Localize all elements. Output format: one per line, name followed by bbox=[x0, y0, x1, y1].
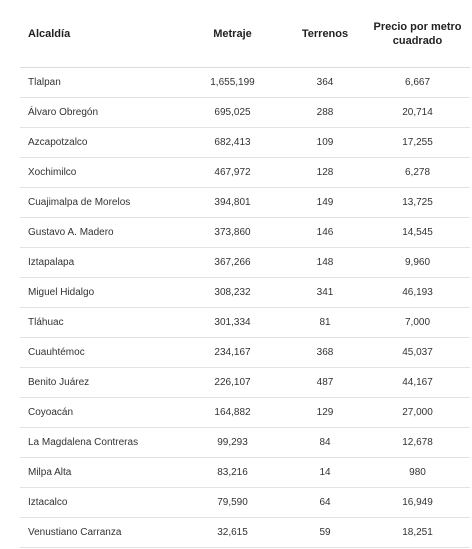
cell-metraje: 83,216 bbox=[180, 457, 285, 488]
cell-precio: 44,167 bbox=[365, 367, 470, 398]
cell-alcaldia: Xochimilco bbox=[20, 157, 180, 188]
table-header: Alcaldía Metraje Terrenos Precio por metro … bbox=[20, 0, 470, 68]
cell-terrenos: 288 bbox=[285, 97, 365, 128]
cell-metraje: 79,590 bbox=[180, 487, 285, 518]
cell-alcaldia: Cuajimalpa de Morelos bbox=[20, 187, 180, 218]
cell-alcaldia: Álvaro Obregón bbox=[20, 97, 180, 128]
table-row: Azcapotzalco 682,413 109 17,255 bbox=[20, 127, 470, 158]
cell-terrenos: 64 bbox=[285, 487, 365, 518]
cell-precio: 9,960 bbox=[365, 247, 470, 278]
cell-terrenos: 341 bbox=[285, 277, 365, 308]
cell-precio: 7,000 bbox=[365, 307, 470, 338]
column-header-precio: Precio por metro cuadrado bbox=[365, 0, 470, 68]
cell-precio: 6,278 bbox=[365, 157, 470, 188]
cell-metraje: 1,655,199 bbox=[180, 67, 285, 98]
cell-terrenos: 129 bbox=[285, 397, 365, 428]
table-row: Tláhuac 301,334 81 7,000 bbox=[20, 307, 470, 338]
cell-precio: 16,949 bbox=[365, 487, 470, 518]
cell-terrenos: 487 bbox=[285, 367, 365, 398]
cell-alcaldia: Cuauhtémoc bbox=[20, 337, 180, 368]
table-row: Xochimilco 467,972 128 6,278 bbox=[20, 157, 470, 188]
column-header-metraje: Metraje bbox=[180, 0, 285, 68]
cell-precio: 18,251 bbox=[365, 517, 470, 548]
cell-terrenos: 364 bbox=[285, 67, 365, 98]
cell-metraje: 467,972 bbox=[180, 157, 285, 188]
cell-terrenos: 14 bbox=[285, 457, 365, 488]
cell-metraje: 164,882 bbox=[180, 397, 285, 428]
cell-terrenos: 148 bbox=[285, 247, 365, 278]
cell-alcaldia: La Magdalena Contreras bbox=[20, 427, 180, 458]
cell-terrenos: 59 bbox=[285, 517, 365, 548]
cell-alcaldia: Coyoacán bbox=[20, 397, 180, 428]
cell-precio: 20,714 bbox=[365, 97, 470, 128]
cell-alcaldia: Tlalpan bbox=[20, 67, 180, 98]
table-row: Iztacalco 79,590 64 16,949 bbox=[20, 487, 470, 518]
cell-metraje: 373,860 bbox=[180, 217, 285, 248]
table-body: Tlalpan 1,655,199 364 6,667 Álvaro Obregón 69… bbox=[20, 67, 470, 548]
table-row: Álvaro Obregón 695,025 288 20,714 bbox=[20, 97, 470, 128]
cell-precio: 14,545 bbox=[365, 217, 470, 248]
cell-metraje: 234,167 bbox=[180, 337, 285, 368]
cell-terrenos: 368 bbox=[285, 337, 365, 368]
data-table-container: Alcaldía Metraje Terrenos Precio por metro … bbox=[20, 0, 470, 548]
cell-alcaldia: Tláhuac bbox=[20, 307, 180, 338]
table-row: Coyoacán 164,882 129 27,000 bbox=[20, 397, 470, 428]
data-table: Alcaldía Metraje Terrenos Precio por metro … bbox=[20, 0, 470, 548]
cell-metraje: 695,025 bbox=[180, 97, 285, 128]
column-header-terrenos: Terrenos bbox=[285, 0, 365, 68]
table-row: Miguel Hidalgo 308,232 341 46,193 bbox=[20, 277, 470, 308]
table-row: La Magdalena Contreras 99,293 84 12,678 bbox=[20, 427, 470, 458]
header-row: Alcaldía Metraje Terrenos Precio por metro … bbox=[20, 0, 470, 68]
cell-precio: 13,725 bbox=[365, 187, 470, 218]
table-row: Venustiano Carranza 32,615 59 18,251 bbox=[20, 517, 470, 548]
table-row: Cuajimalpa de Morelos 394,801 149 13,725 bbox=[20, 187, 470, 218]
cell-precio: 27,000 bbox=[365, 397, 470, 428]
cell-terrenos: 146 bbox=[285, 217, 365, 248]
cell-terrenos: 149 bbox=[285, 187, 365, 218]
cell-alcaldia: Milpa Alta bbox=[20, 457, 180, 488]
cell-alcaldia: Venustiano Carranza bbox=[20, 517, 180, 548]
cell-metraje: 32,615 bbox=[180, 517, 285, 548]
cell-terrenos: 81 bbox=[285, 307, 365, 338]
cell-metraje: 682,413 bbox=[180, 127, 285, 158]
table-row: Milpa Alta 83,216 14 980 bbox=[20, 457, 470, 488]
cell-metraje: 301,334 bbox=[180, 307, 285, 338]
cell-alcaldia: Iztapalapa bbox=[20, 247, 180, 278]
cell-metraje: 367,266 bbox=[180, 247, 285, 278]
table-row: Gustavo A. Madero 373,860 146 14,545 bbox=[20, 217, 470, 248]
cell-precio: 17,255 bbox=[365, 127, 470, 158]
cell-alcaldia: Benito Juárez bbox=[20, 367, 180, 398]
cell-alcaldia: Azcapotzalco bbox=[20, 127, 180, 158]
cell-alcaldia: Iztacalco bbox=[20, 487, 180, 518]
column-header-alcaldia: Alcaldía bbox=[20, 0, 180, 68]
cell-precio: 980 bbox=[365, 457, 470, 488]
cell-metraje: 99,293 bbox=[180, 427, 285, 458]
table-row: Tlalpan 1,655,199 364 6,667 bbox=[20, 67, 470, 98]
cell-terrenos: 109 bbox=[285, 127, 365, 158]
cell-precio: 6,667 bbox=[365, 67, 470, 98]
cell-alcaldia: Gustavo A. Madero bbox=[20, 217, 180, 248]
cell-precio: 45,037 bbox=[365, 337, 470, 368]
table-row: Benito Juárez 226,107 487 44,167 bbox=[20, 367, 470, 398]
cell-metraje: 308,232 bbox=[180, 277, 285, 308]
table-row: Iztapalapa 367,266 148 9,960 bbox=[20, 247, 470, 278]
cell-alcaldia: Miguel Hidalgo bbox=[20, 277, 180, 308]
table-row: Cuauhtémoc 234,167 368 45,037 bbox=[20, 337, 470, 368]
cell-metraje: 226,107 bbox=[180, 367, 285, 398]
cell-metraje: 394,801 bbox=[180, 187, 285, 218]
cell-terrenos: 84 bbox=[285, 427, 365, 458]
cell-terrenos: 128 bbox=[285, 157, 365, 188]
cell-precio: 12,678 bbox=[365, 427, 470, 458]
cell-precio: 46,193 bbox=[365, 277, 470, 308]
